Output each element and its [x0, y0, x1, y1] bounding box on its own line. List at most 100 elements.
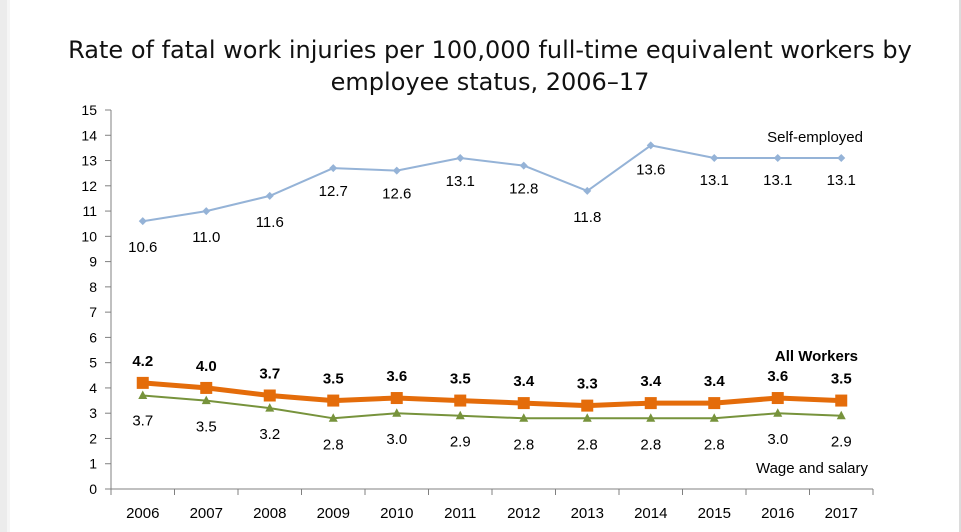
y-tick-label: 14	[81, 127, 97, 143]
all-workers-data-label: 3.5	[831, 371, 852, 388]
all-workers-data-label: 3.4	[513, 373, 535, 390]
wage-and-salary-point	[455, 410, 465, 420]
y-tick-label: 0	[89, 481, 97, 497]
self-employed-point	[329, 164, 338, 173]
x-tick-label: 2010	[380, 505, 413, 522]
wage-and-salary-point	[646, 413, 656, 422]
y-tick-label: 5	[89, 355, 97, 371]
x-tick-label: 2017	[825, 505, 858, 522]
all-workers-data-label: 3.5	[323, 371, 344, 388]
wage-and-salary-data-label: 2.9	[831, 434, 852, 451]
chart-title: Rate of fatal work injuries per 100,000 …	[68, 36, 912, 96]
all-workers-line	[142, 380, 842, 409]
wage-and-salary-point	[773, 408, 783, 417]
right-edge-strip	[959, 0, 961, 532]
self-employed-data-label: 12.7	[319, 183, 348, 200]
all-workers-data-label: 3.5	[450, 371, 471, 388]
all-workers-data-label: 4.2	[132, 353, 153, 370]
y-tick-label: 11	[82, 203, 97, 219]
all-workers-point	[708, 397, 721, 410]
all-workers-point	[263, 389, 276, 402]
all-workers-annotation: All Workers	[775, 348, 858, 365]
wage-and-salary-data-label: 3.7	[132, 413, 153, 430]
x-tick-label: 2013	[571, 505, 604, 522]
series-markers	[136, 141, 848, 422]
y-tick-label: 7	[89, 304, 97, 320]
wage-and-salary-data-label: 2.8	[513, 436, 534, 453]
y-tick-label: 9	[89, 254, 97, 270]
self-employed-annotation: Self-employed	[767, 129, 863, 146]
self-employed-data-label: 12.6	[382, 186, 411, 203]
wage-and-salary-data-label: 3.5	[196, 419, 217, 436]
all-workers-point	[136, 376, 149, 389]
self-employed-point	[773, 154, 782, 163]
wage-and-salary-point	[519, 413, 529, 422]
x-tick-label: 2008	[253, 505, 286, 522]
wage-and-salary-data-label: 2.8	[704, 436, 725, 453]
self-employed-point	[392, 166, 401, 175]
all-workers-point	[390, 392, 403, 405]
self-employed-data-label: 13.1	[827, 172, 856, 189]
wage-and-salary-data-label: 2.9	[450, 434, 471, 451]
y-tick-label: 1	[89, 456, 97, 472]
x-tick-label: 2016	[761, 505, 794, 522]
all-workers-point	[517, 397, 530, 410]
series-lines	[142, 144, 842, 420]
self-employed-data-label: 13.6	[636, 161, 665, 178]
all-workers-point	[200, 381, 213, 394]
all-workers-point	[835, 394, 848, 407]
y-tick-label: 13	[81, 153, 97, 169]
y-tick-label: 12	[81, 178, 97, 194]
x-tick-label: 2015	[698, 505, 731, 522]
self-employed-data-label: 11.8	[573, 209, 601, 226]
x-tick-label: 2014	[634, 505, 667, 522]
y-tick-label: 15	[81, 102, 97, 118]
wage-and-salary-point	[582, 413, 592, 422]
all-workers-point	[771, 392, 784, 405]
wage-and-salary-point	[265, 403, 275, 412]
all-workers-data-label: 3.6	[767, 368, 788, 385]
x-tick-label: 2009	[317, 505, 350, 522]
y-tick-label: 2	[89, 430, 97, 446]
self-employed-point	[138, 217, 147, 226]
series-annotations: Self-employed All Workers Wage and salary	[756, 129, 869, 477]
y-tick-label: 4	[89, 380, 97, 396]
all-workers-data-label: 3.4	[704, 373, 726, 390]
all-workers-data-label: 3.3	[577, 376, 598, 393]
data-labels: 10.6 11.0 11.6 12.7 12.6 13.1 12.8 11.8 13.6 13.1…	[128, 161, 856, 453]
x-tick-label: 2006	[126, 505, 159, 522]
self-employed-point	[519, 161, 528, 170]
all-workers-data-label: 3.4	[640, 373, 662, 390]
self-employed-point	[583, 186, 592, 195]
wage-and-salary-point	[836, 410, 846, 420]
left-edge-strip-inner	[7, 0, 10, 532]
y-tick-label: 8	[89, 279, 97, 295]
wage-and-salary-data-label: 2.8	[577, 436, 598, 453]
all-workers-data-label: 4.0	[196, 358, 217, 375]
wage-and-salary-point	[392, 408, 402, 417]
y-tick-label: 10	[81, 228, 97, 244]
x-tick-label: 2011	[444, 505, 476, 522]
self-employed-data-label: 11.0	[192, 229, 220, 246]
wage-and-salary-point	[709, 413, 719, 422]
self-employed-point	[710, 154, 719, 163]
self-employed-point	[265, 191, 274, 200]
all-workers-data-label: 3.7	[259, 366, 280, 383]
self-employed-data-label: 13.1	[700, 172, 729, 189]
left-edge-strip	[0, 0, 7, 532]
self-employed-point	[837, 154, 846, 163]
wage-and-salary-data-label: 3.0	[386, 431, 407, 448]
self-employed-data-label: 12.8	[509, 181, 538, 198]
all-workers-point	[644, 397, 657, 410]
x-tick-label: 2007	[190, 505, 223, 522]
y-tick-label: 3	[89, 405, 97, 421]
self-employed-data-label: 10.6	[128, 239, 157, 256]
wage-and-salary-line	[142, 394, 842, 420]
x-tick-label: 2012	[507, 505, 540, 522]
wage-and-salary-point	[201, 395, 211, 405]
wage-and-salary-annotation: Wage and salary	[756, 460, 869, 477]
wage-and-salary-data-label: 2.8	[323, 436, 344, 453]
wage-and-salary-data-label: 3.0	[767, 431, 788, 448]
self-employed-point	[202, 207, 211, 216]
